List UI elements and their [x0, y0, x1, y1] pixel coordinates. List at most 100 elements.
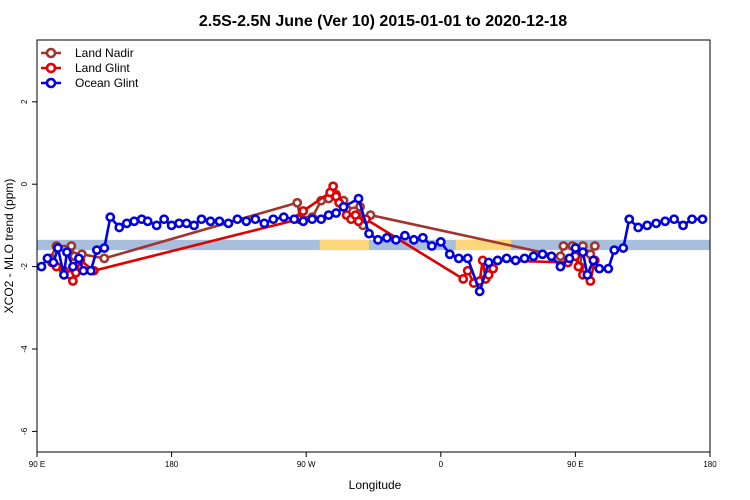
- data-point-2-76: [651, 218, 662, 229]
- data-point-2-61: [537, 249, 548, 260]
- y-tick-label-1: 0: [20, 181, 29, 186]
- chart-title: 2.5S-2.5N June (Ver 10) 2015-01-01 to 20…: [199, 13, 567, 30]
- data-point-2-42: [364, 228, 374, 239]
- data-point-2-81: [697, 214, 708, 225]
- data-point-2-11: [99, 243, 110, 253]
- data-point-2-67: [582, 269, 593, 280]
- series-layer: [36, 181, 708, 297]
- data-point-2-37: [316, 214, 327, 225]
- data-point-2-55: [483, 257, 494, 268]
- x-tick-label-4: 90 E: [567, 460, 583, 469]
- data-point-1-4: [67, 276, 78, 286]
- data-point-2-45: [391, 234, 401, 245]
- data-point-2-56: [492, 255, 503, 266]
- data-point-2-32: [268, 214, 279, 225]
- data-point-2-49: [426, 241, 437, 251]
- y-tick-label-4: -6: [20, 427, 29, 435]
- y-tick-label-3: -4: [20, 345, 29, 353]
- data-point-2-58: [510, 255, 521, 266]
- data-point-2-79: [678, 220, 688, 231]
- data-point-2-64: [564, 253, 575, 264]
- band-1: [319, 239, 370, 251]
- data-point-2-51: [444, 249, 455, 260]
- data-point-2-48: [417, 232, 428, 243]
- legend-label-0: Land Nadir: [75, 46, 134, 60]
- data-point-2-9: [85, 265, 96, 276]
- data-point-2-28: [232, 214, 243, 225]
- data-point-2-5: [62, 247, 72, 258]
- data-point-2-31: [259, 218, 270, 229]
- data-point-2-78: [669, 214, 680, 225]
- series-2: [36, 193, 708, 297]
- data-point-2-8: [78, 265, 89, 276]
- data-point-1-17: [353, 216, 364, 227]
- data-point-2-63: [555, 261, 566, 272]
- plot-frame: [36, 39, 711, 453]
- data-point-2-36: [307, 214, 318, 225]
- data-point-2-22: [181, 218, 192, 229]
- data-point-2-12: [105, 212, 116, 223]
- legend-label-1: Land Glint: [75, 61, 130, 75]
- data-point-2-2: [48, 257, 59, 268]
- data-point-2-0: [36, 261, 47, 272]
- data-point-2-59: [519, 253, 530, 264]
- x-tick-label-5: 180: [703, 460, 717, 469]
- data-point-2-20: [166, 220, 177, 231]
- legend-marker-0: [45, 47, 57, 59]
- legend-marker-2: [45, 77, 57, 89]
- data-point-0-5: [99, 253, 110, 264]
- data-point-1-26: [488, 263, 499, 274]
- data-point-2-34: [289, 214, 300, 225]
- data-point-0-6: [292, 197, 303, 208]
- data-point-2-74: [633, 222, 644, 233]
- data-point-2-65: [570, 243, 581, 253]
- data-point-2-7: [73, 253, 84, 264]
- data-point-2-41: [353, 193, 364, 204]
- data-point-2-19: [159, 214, 170, 225]
- data-point-2-73: [624, 214, 635, 225]
- data-point-2-23: [189, 220, 199, 231]
- data-point-2-66: [577, 247, 588, 258]
- data-point-2-25: [205, 216, 216, 227]
- data-point-2-3: [53, 243, 63, 253]
- data-point-2-35: [298, 216, 309, 227]
- data-point-0-18: [558, 241, 569, 251]
- data-point-2-80: [687, 214, 697, 225]
- data-point-2-33: [278, 212, 289, 223]
- data-point-1-11: [328, 181, 339, 192]
- data-point-2-17: [142, 216, 153, 227]
- data-point-2-57: [501, 253, 512, 264]
- x-axis: 90 E 180 90 W 0 90 E 180: [29, 452, 717, 469]
- data-point-2-54: [474, 286, 485, 297]
- data-point-0-2: [66, 241, 77, 251]
- data-point-2-4: [59, 269, 69, 280]
- data-point-1-30: [573, 261, 584, 272]
- data-point-2-39: [331, 208, 342, 218]
- data-point-2-71: [609, 245, 620, 256]
- data-point-2-75: [642, 220, 653, 231]
- data-point-0-17: [555, 251, 566, 262]
- data-point-2-52: [453, 253, 464, 264]
- data-point-2-13: [114, 222, 125, 233]
- data-point-2-21: [174, 218, 184, 229]
- data-point-2-62: [546, 251, 557, 262]
- data-point-2-69: [594, 263, 605, 274]
- data-point-2-53: [462, 253, 473, 264]
- x-tick-label-0: 90 E: [29, 460, 45, 469]
- data-point-2-72: [618, 243, 629, 253]
- data-point-2-50: [435, 236, 446, 247]
- data-point-2-40: [338, 201, 349, 212]
- y-axis: 2 0 -2 -4 -6: [20, 99, 37, 435]
- data-point-2-38: [323, 210, 334, 220]
- x-tick-label-3: 0: [439, 460, 444, 469]
- data-point-2-30: [250, 214, 261, 225]
- data-point-2-43: [373, 234, 383, 245]
- x-tick-label-1: 180: [165, 460, 179, 469]
- y-tick-label-2: -2: [20, 262, 29, 270]
- data-point-2-77: [660, 216, 671, 227]
- data-point-1-9: [298, 206, 309, 216]
- data-point-2-47: [408, 234, 419, 245]
- x-tick-label-2: 90 W: [297, 460, 316, 469]
- data-point-2-68: [588, 255, 599, 266]
